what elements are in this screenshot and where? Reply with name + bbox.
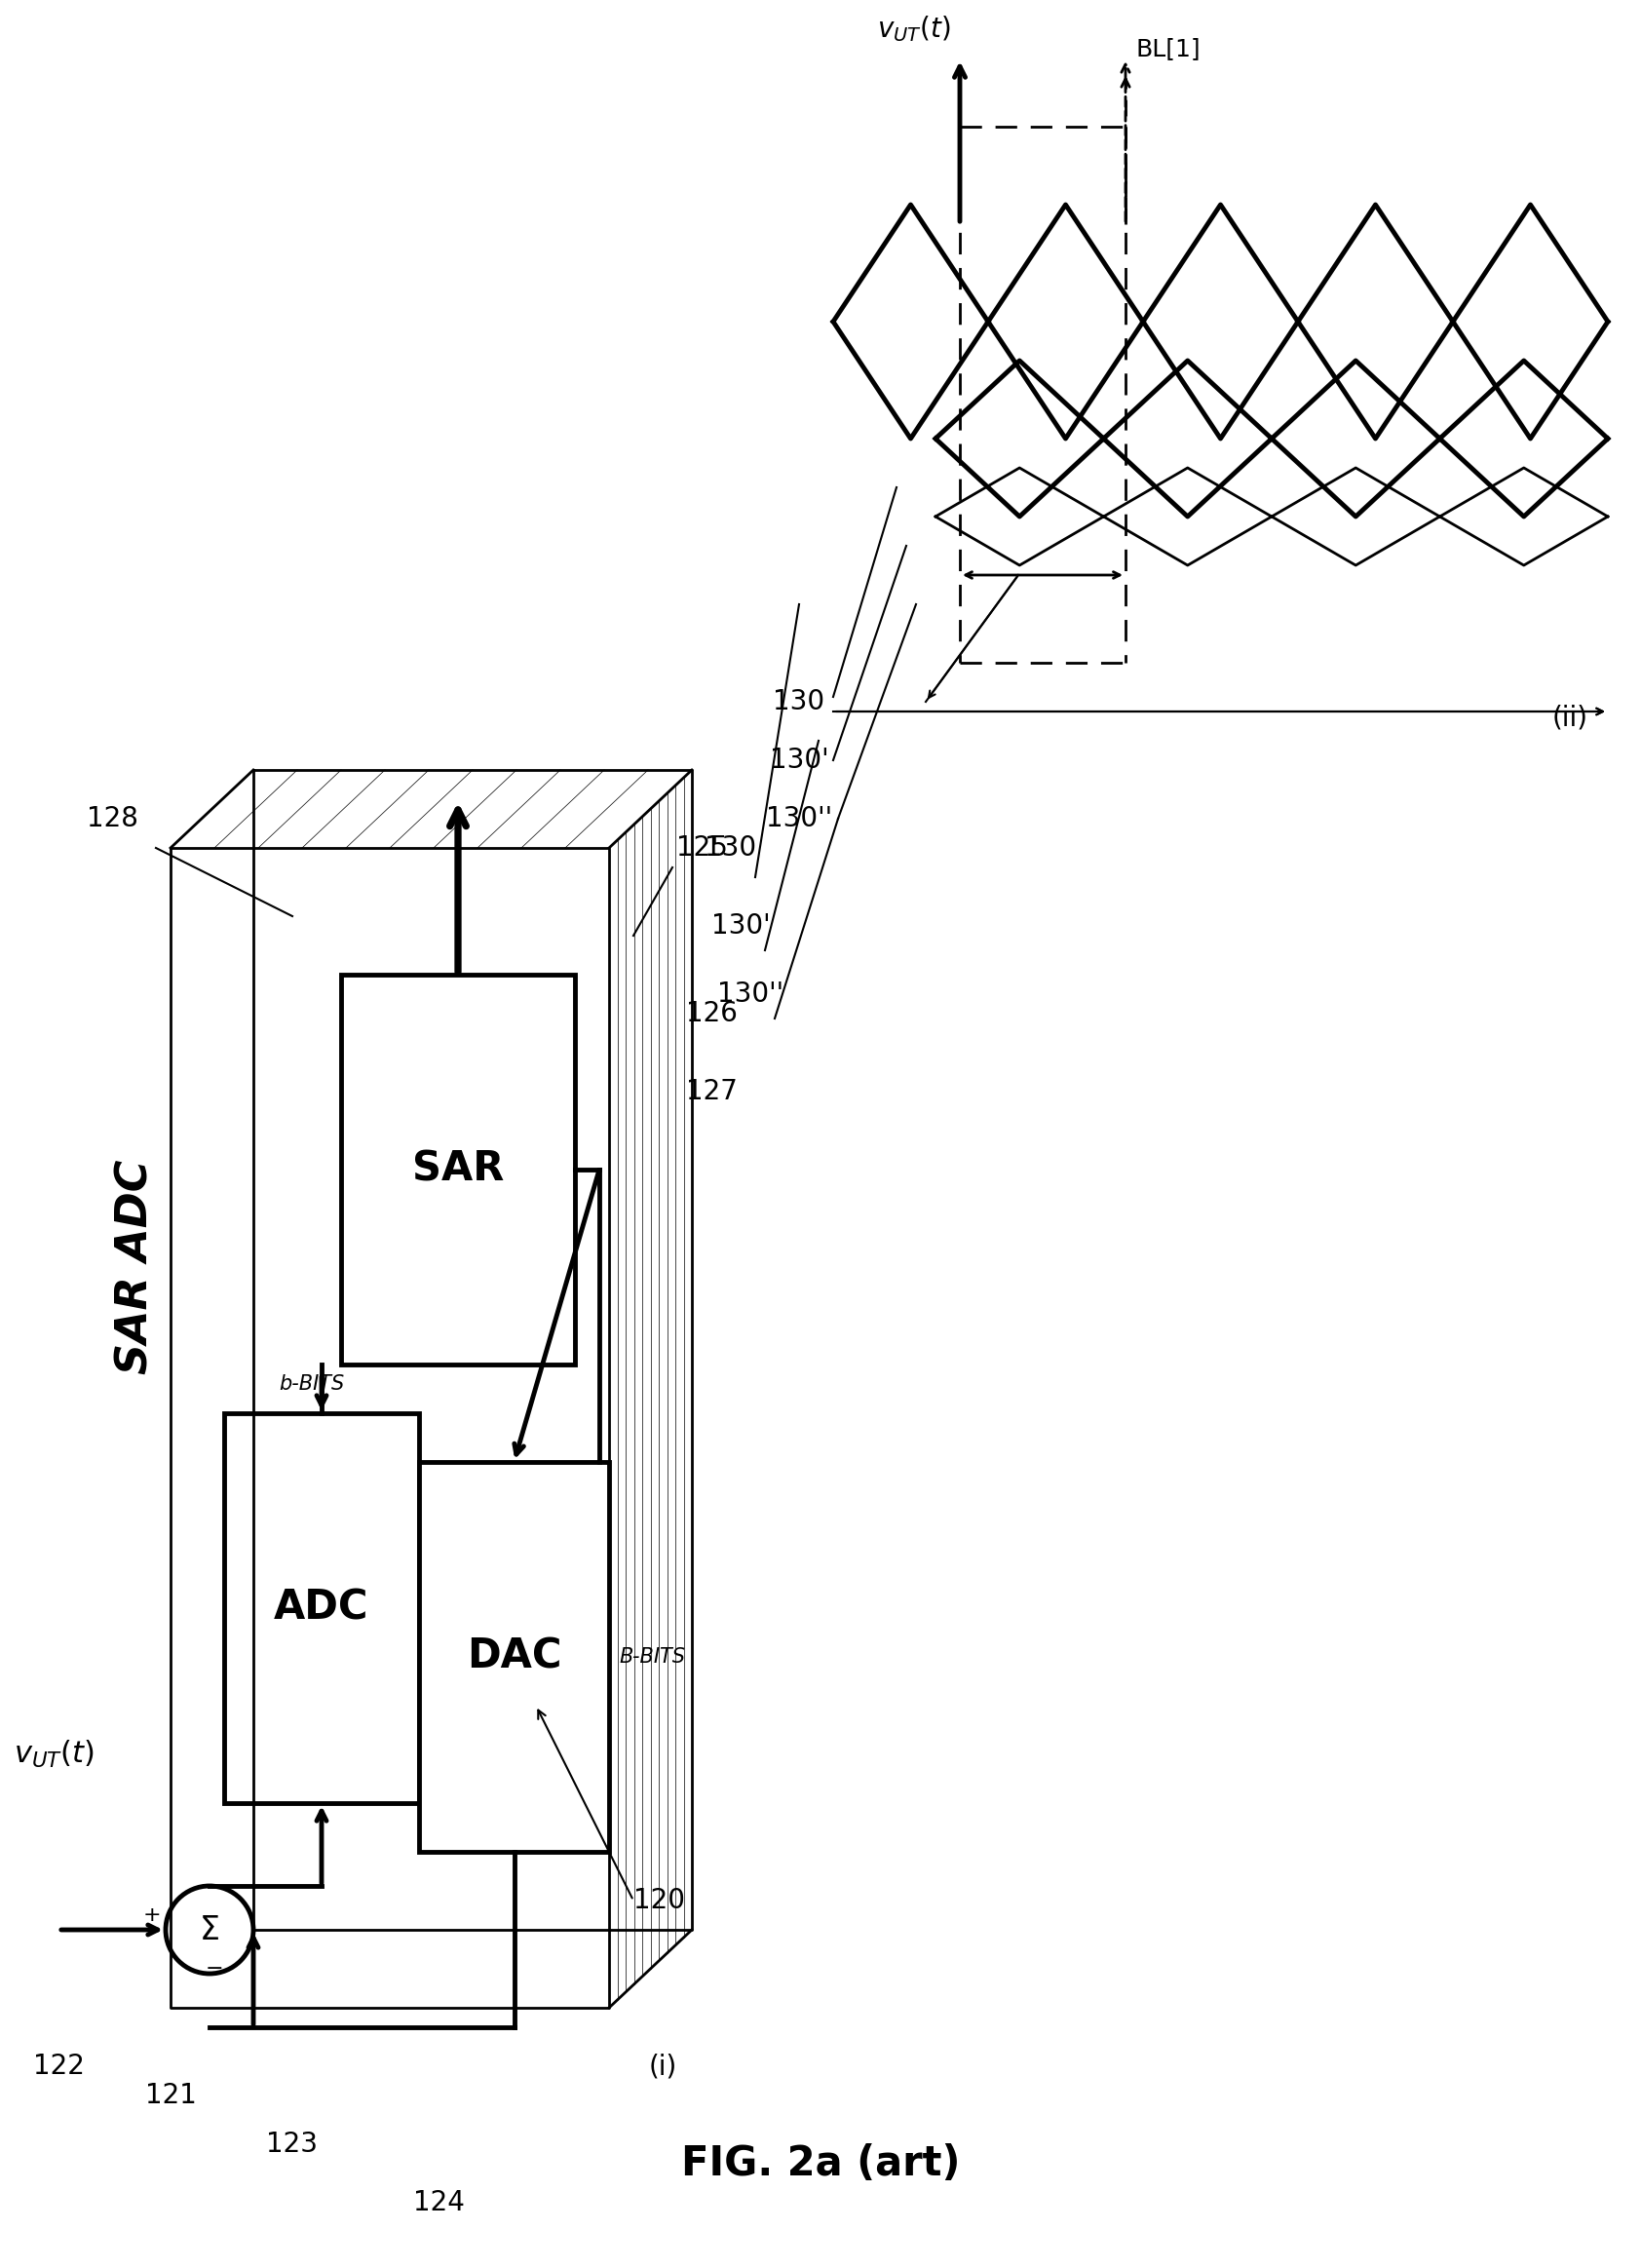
Text: $v_{UT}$$(t)$: $v_{UT}$$(t)$ xyxy=(876,14,950,45)
Text: 127: 127 xyxy=(686,1077,737,1105)
Text: +: + xyxy=(143,1905,161,1926)
Bar xyxy=(418,1463,609,1853)
Text: 124: 124 xyxy=(414,2189,464,2216)
Text: (ii): (ii) xyxy=(1552,703,1588,730)
Text: FIG. 2a (art): FIG. 2a (art) xyxy=(681,2143,960,2184)
Text: 130: 130 xyxy=(706,835,757,862)
Text: 120: 120 xyxy=(633,1887,684,1914)
Text: 128: 128 xyxy=(87,805,138,832)
Text: b-BITS: b-BITS xyxy=(279,1374,345,1395)
Text: SAR ADC: SAR ADC xyxy=(113,1159,156,1374)
Text: 126: 126 xyxy=(686,1000,737,1027)
Text: $v_{UT}$$(t)$: $v_{UT}$$(t)$ xyxy=(13,1740,94,1769)
Text: 121: 121 xyxy=(144,2082,197,2109)
Text: 125: 125 xyxy=(676,835,727,862)
Text: BL[1]: BL[1] xyxy=(1136,36,1200,61)
Text: ADC: ADC xyxy=(274,1588,369,1628)
Text: DAC: DAC xyxy=(466,1637,561,1678)
Bar xyxy=(225,1413,418,1803)
Text: 122: 122 xyxy=(33,2053,84,2080)
Text: 130'': 130'' xyxy=(717,980,783,1007)
Text: 130': 130' xyxy=(770,746,829,773)
Bar xyxy=(341,975,574,1365)
Text: 130': 130' xyxy=(711,912,770,939)
Text: 123: 123 xyxy=(266,2130,318,2157)
Text: SAR: SAR xyxy=(412,1150,504,1191)
Text: −: − xyxy=(205,1960,223,1978)
Text: 130'': 130'' xyxy=(766,805,832,832)
Text: Σ: Σ xyxy=(199,1914,220,1946)
Text: B-BITS: B-BITS xyxy=(619,1647,684,1667)
Text: (i): (i) xyxy=(648,2053,676,2080)
Text: 130: 130 xyxy=(773,687,825,714)
